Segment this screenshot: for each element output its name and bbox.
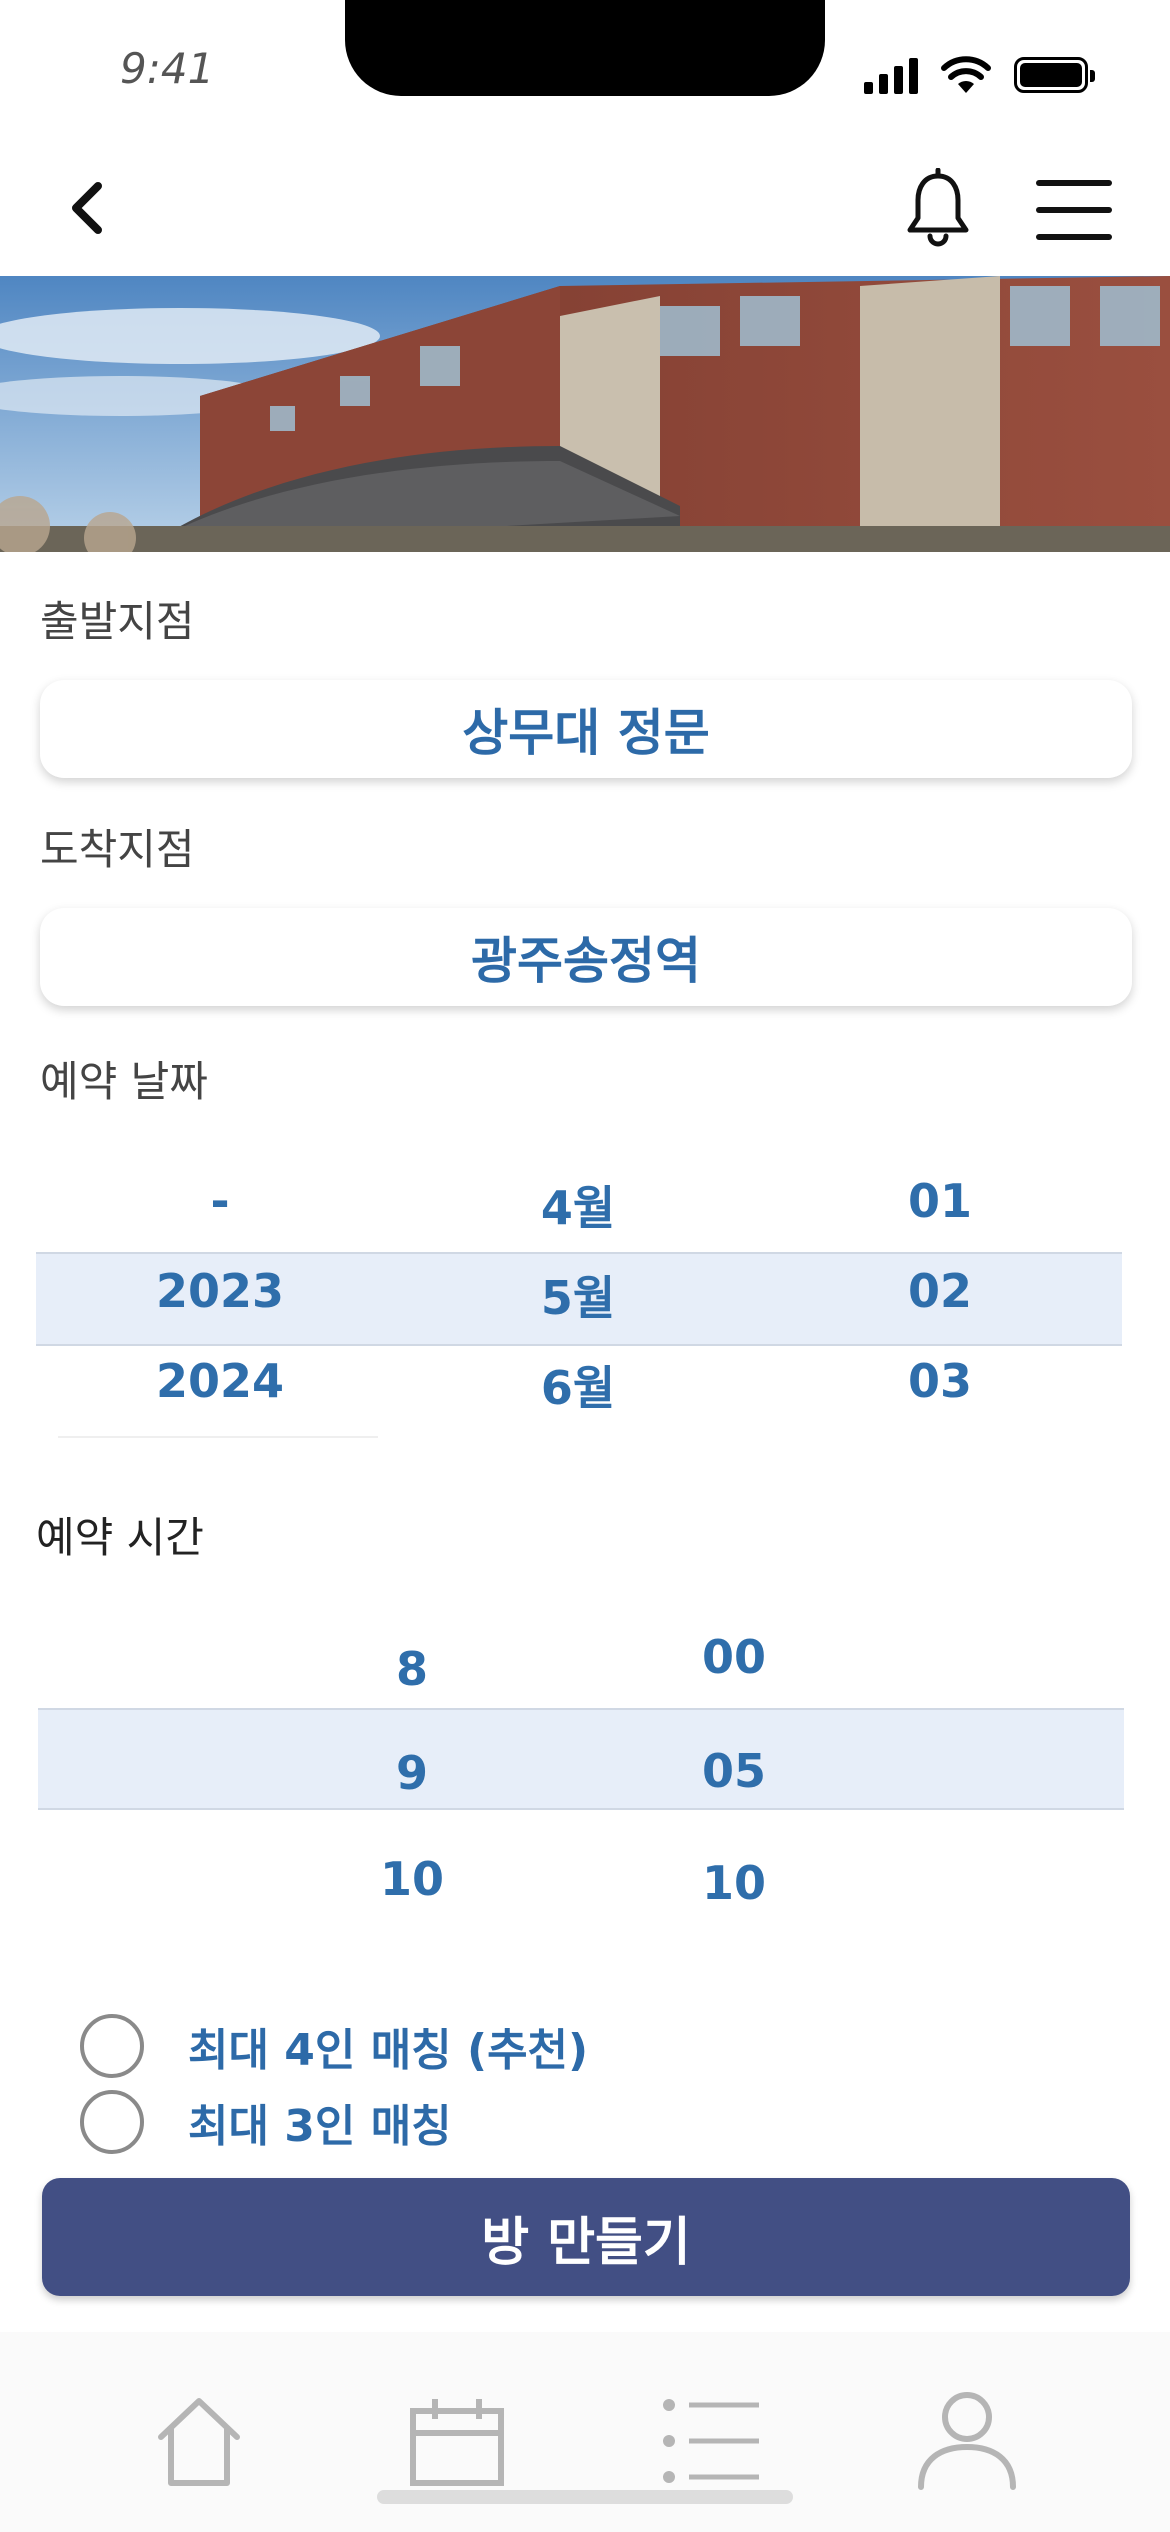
create-room-button[interactable]: 방 만들기 (42, 2178, 1130, 2296)
time-label: 예약 시간 (36, 1513, 204, 1562)
home-indicator (377, 2490, 793, 2504)
departure-field[interactable]: 상무대 정문 (40, 680, 1132, 778)
matching-option-3[interactable]: 최대 3인 매칭 (80, 2090, 452, 2154)
arrival-label: 도착지점 (40, 825, 195, 874)
battery-icon (1014, 57, 1095, 93)
year-option-selected[interactable]: 2023 (155, 1264, 285, 1318)
tab-home[interactable] (144, 2386, 254, 2496)
matching-option-label: 최대 3인 매칭 (188, 2101, 452, 2152)
hero-building-image (0, 276, 1170, 552)
bell-icon (907, 167, 969, 247)
minute-option[interactable]: 00 (701, 1630, 766, 1684)
calendar-icon (410, 2399, 504, 2486)
hour-option[interactable]: 8 (395, 1642, 428, 1696)
minute-option-selected[interactable]: 05 (701, 1744, 766, 1798)
back-button[interactable] (56, 176, 116, 240)
tab-profile[interactable] (912, 2386, 1022, 2496)
day-option-selected[interactable]: 02 (907, 1264, 972, 1318)
status-bar: 9:41 (0, 0, 1170, 140)
tab-list[interactable] (656, 2386, 766, 2496)
bottom-tab-bar (0, 2332, 1170, 2532)
matching-option-4[interactable]: 최대 4인 매칭 (추천) (80, 2014, 588, 2078)
month-option[interactable]: 4월 (540, 1181, 616, 1235)
day-option[interactable]: 01 (907, 1174, 972, 1228)
cellular-signal-icon (864, 56, 918, 94)
time-picker-selection-band (38, 1708, 1124, 1810)
menu-button[interactable] (1036, 180, 1112, 240)
notification-button[interactable] (902, 167, 974, 248)
hour-option-selected[interactable]: 9 (395, 1746, 428, 1800)
matching-option-label: 최대 4인 매칭 (추천) (188, 2025, 589, 2076)
tab-calendar[interactable] (402, 2386, 512, 2496)
device-notch (345, 0, 825, 96)
divider (58, 1436, 378, 1438)
radio-button[interactable] (80, 2090, 144, 2154)
wifi-icon (941, 56, 991, 93)
app-header (0, 140, 1170, 276)
arrival-field[interactable]: 광주송정역 (40, 908, 1132, 1006)
radio-button[interactable] (80, 2014, 144, 2078)
year-option[interactable]: - (210, 1174, 230, 1228)
month-option-selected[interactable]: 5월 (540, 1271, 616, 1325)
date-picker-selection-band (36, 1252, 1122, 1346)
home-icon (158, 2398, 240, 2486)
date-label: 예약 날짜 (40, 1057, 208, 1106)
departure-label: 출발지점 (40, 597, 195, 646)
list-icon (663, 2399, 759, 2483)
user-icon (918, 2392, 1016, 2490)
status-icons (864, 52, 1095, 98)
hamburger-menu-icon (1036, 180, 1112, 186)
day-option[interactable]: 03 (907, 1354, 972, 1408)
chevron-left-icon (72, 182, 102, 234)
year-option[interactable]: 2024 (155, 1354, 285, 1408)
status-time: 9:41 (120, 44, 215, 93)
month-option[interactable]: 6월 (540, 1361, 616, 1415)
hour-option[interactable]: 10 (379, 1852, 444, 1906)
minute-option[interactable]: 10 (701, 1856, 766, 1910)
